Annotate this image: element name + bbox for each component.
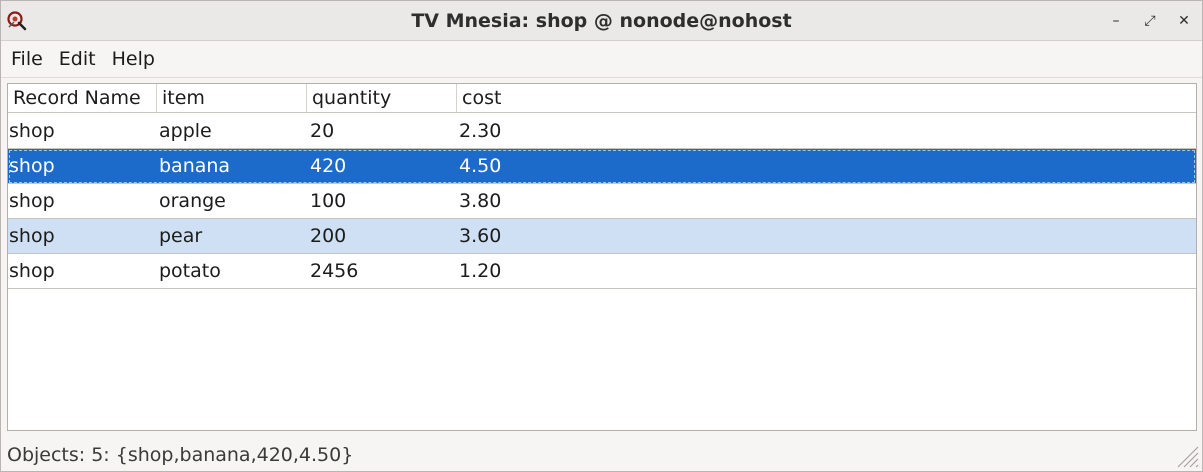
mnesia-app-icon (7, 11, 27, 31)
cell-record-name: shop (9, 260, 55, 282)
window-title: TV Mnesia: shop @ nonode@nohost (411, 10, 792, 32)
menu-file[interactable]: File (11, 47, 43, 70)
minimize-button[interactable]: – (1103, 9, 1129, 33)
cell-record-name: shop (9, 225, 55, 247)
table-row[interactable]: shop pear 200 3.60 (8, 219, 1196, 254)
cell-cost: 3.80 (459, 190, 502, 212)
cell-item: orange (159, 190, 226, 212)
resize-grip-icon[interactable] (1172, 441, 1200, 469)
cell-item: apple (159, 120, 212, 142)
column-header-quantity[interactable]: quantity (307, 84, 457, 112)
cell-quantity: 200 (310, 225, 347, 247)
menu-bar: File Edit Help (1, 41, 1202, 78)
cell-quantity: 420 (310, 155, 347, 177)
close-button[interactable]: ✕ (1171, 9, 1197, 33)
menu-help[interactable]: Help (111, 47, 155, 70)
cell-item: banana (159, 155, 231, 177)
table-row[interactable]: shop apple 20 2.30 (8, 114, 1196, 149)
table-header: Record Name item quantity cost (8, 84, 1196, 113)
cell-record-name: shop (9, 155, 55, 177)
status-bar: Objects: 5: {shop,banana,420,4.50} (7, 444, 354, 466)
cell-record-name: shop (9, 190, 55, 212)
title-bar[interactable]: TV Mnesia: shop @ nonode@nohost – ⤢ ✕ (1, 1, 1202, 41)
cell-cost: 4.50 (459, 155, 502, 177)
cell-item: pear (159, 225, 203, 247)
cell-item: potato (159, 260, 221, 282)
cell-record-name: shop (9, 120, 55, 142)
minimize-icon: – (1112, 13, 1120, 29)
table-row[interactable]: shop potato 2456 1.20 (8, 254, 1196, 289)
cell-quantity: 20 (310, 120, 335, 142)
cell-cost: 1.20 (459, 260, 502, 282)
column-header-cost[interactable]: cost (462, 87, 502, 109)
table-row[interactable]: shop banana 420 4.50 (8, 149, 1196, 184)
maximize-icon: ⤢ (1144, 13, 1156, 29)
cell-cost: 3.60 (459, 225, 502, 247)
menu-edit[interactable]: Edit (58, 47, 96, 70)
table-body: shop apple 20 2.30 shop banana 420 4.50 … (8, 114, 1196, 289)
column-header-record-name[interactable]: Record Name (8, 84, 157, 112)
cell-quantity: 100 (310, 190, 347, 212)
records-table[interactable]: Record Name item quantity cost shop appl… (7, 83, 1197, 431)
cell-quantity: 2456 (310, 260, 359, 282)
column-header-item[interactable]: item (157, 84, 307, 112)
close-icon: ✕ (1178, 13, 1190, 29)
cell-cost: 2.30 (459, 120, 502, 142)
table-row[interactable]: shop orange 100 3.80 (8, 184, 1196, 219)
maximize-button[interactable]: ⤢ (1137, 9, 1163, 33)
